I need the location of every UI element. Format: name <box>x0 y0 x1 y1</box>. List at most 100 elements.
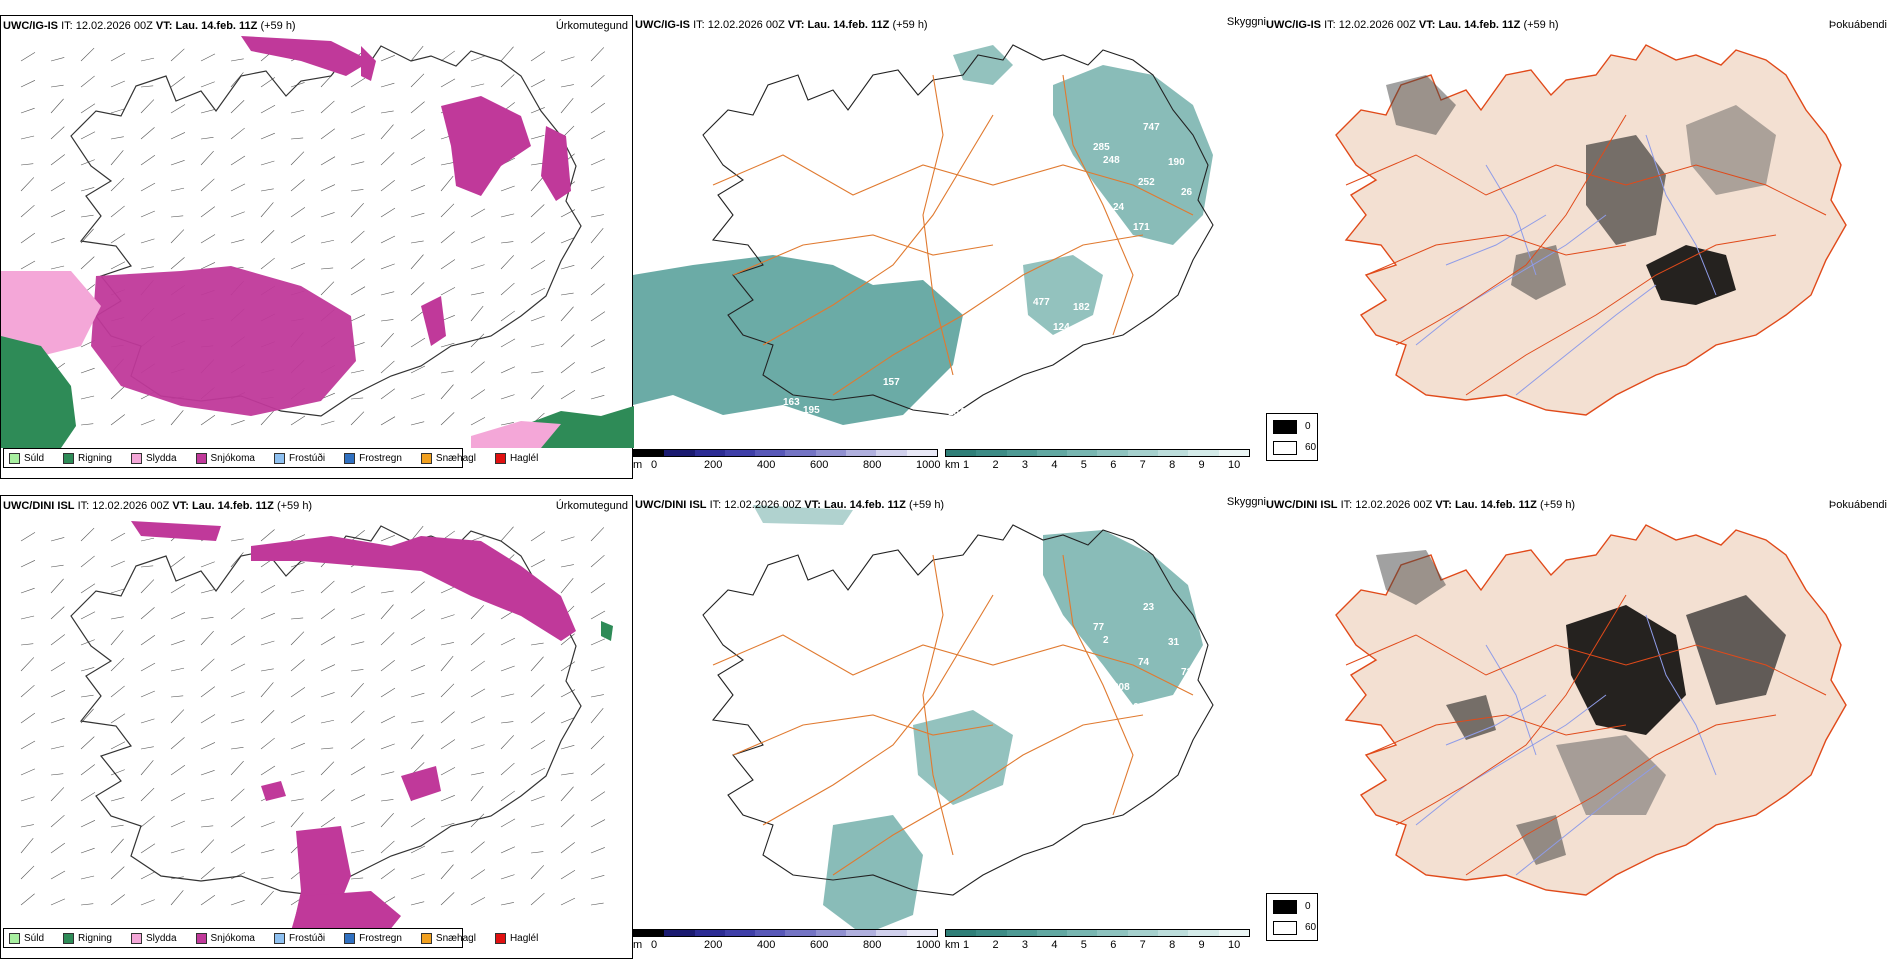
wind-barb <box>80 820 96 828</box>
road-network <box>712 74 1194 396</box>
legend-item: Rigning <box>63 452 112 464</box>
visibility-label: 77 <box>1093 622 1105 633</box>
wind-barb <box>530 162 544 166</box>
wind-barb <box>140 565 154 568</box>
wind-barb <box>410 637 426 646</box>
visibility-label: 252 <box>1138 177 1155 188</box>
wind-barb <box>380 124 394 140</box>
wind-barb <box>140 662 156 672</box>
wind-barb <box>50 745 65 750</box>
road <box>762 114 994 346</box>
wind-barb <box>110 108 125 114</box>
wind-barb <box>20 587 35 594</box>
wind-barb <box>380 799 394 802</box>
colorbar-cell <box>755 450 786 456</box>
wind-barb <box>590 708 604 724</box>
wind-barb <box>260 160 275 166</box>
colorbar-tick: 5 <box>1080 459 1087 471</box>
fog-shade <box>1511 245 1566 300</box>
panel-title: Úrkomutegund <box>555 500 628 512</box>
wind-barb <box>200 178 215 192</box>
wind-barb <box>560 209 576 218</box>
wind-barb <box>230 155 246 166</box>
colorbar-cell <box>1067 930 1098 936</box>
iceland-outline <box>702 44 1214 416</box>
wind-barb <box>200 262 216 270</box>
wind-barb <box>110 52 126 62</box>
wind-barb <box>80 256 95 270</box>
wind-barb <box>350 411 365 426</box>
road <box>1395 114 1627 346</box>
colorbar-tick: 1000 <box>916 939 941 951</box>
wind-barb <box>20 163 34 166</box>
wind-barb <box>590 74 605 88</box>
wind-barb <box>530 851 544 854</box>
river <box>1515 284 1657 396</box>
snow-area <box>401 766 441 801</box>
fog-index-panel-row1: UWC/IG-IS IT: 12.02.2026 00Z VT: Lau. 14… <box>1266 15 1899 479</box>
wind-barb <box>410 609 426 620</box>
wind-barb <box>500 46 514 62</box>
wind-barb <box>320 100 335 114</box>
wind-barb <box>50 814 65 828</box>
wind-barb <box>380 55 395 62</box>
wind-barb <box>410 185 425 192</box>
wind-barb <box>380 263 395 270</box>
wind-barb <box>50 84 64 88</box>
river-network <box>1345 114 1827 396</box>
legend-item: Frostregn <box>344 932 402 944</box>
fog-swatch-0 <box>1273 420 1297 434</box>
wind-barb <box>110 824 124 828</box>
wind-barb <box>530 712 545 724</box>
wind-barb <box>350 77 366 88</box>
visibility-labels: 237 285 747 248 190 252 26 315 24 171 166 477 182124… <box>783 112 1230 418</box>
wind-barb <box>440 175 454 192</box>
wind-barb <box>590 283 605 296</box>
wind-barb <box>470 236 486 244</box>
visibility-label: 74 <box>1138 657 1150 668</box>
legend-swatch <box>344 452 356 464</box>
wind-barb <box>500 902 514 906</box>
wind-barb <box>170 160 185 166</box>
wind-barb <box>470 813 485 828</box>
wind-barb <box>440 162 454 166</box>
wind-barb <box>320 281 335 296</box>
wind-barbs <box>20 525 606 906</box>
wind-barb <box>380 207 396 218</box>
visibility-label: 17 <box>1033 592 1045 603</box>
wind-barb <box>440 78 456 88</box>
snow-area <box>261 781 286 801</box>
wind-barb <box>500 422 514 426</box>
legend-label: Haglél <box>509 932 539 944</box>
wind-barb <box>230 900 245 906</box>
colorbar-tick: 200 <box>704 459 723 471</box>
wind-barb <box>560 745 575 750</box>
wind-barb <box>440 614 455 620</box>
wind-barb <box>80 103 96 114</box>
wind-barb <box>140 607 155 620</box>
wind-barb <box>110 560 125 568</box>
wind-barb <box>140 266 154 270</box>
wind-barb <box>350 585 366 594</box>
wind-barb <box>290 631 305 646</box>
wind-barb <box>260 188 274 192</box>
wind-barb <box>200 234 216 244</box>
wind-barb <box>260 890 274 906</box>
legend-label: Snjókoma <box>210 452 255 464</box>
wind-barb <box>560 689 576 698</box>
wind-barb <box>50 606 65 620</box>
wind-barb <box>560 265 575 270</box>
wind-barb <box>470 605 484 620</box>
legend-label: Slydda <box>145 452 177 464</box>
low-visibility-area <box>1043 530 1203 705</box>
wind-barb <box>20 232 36 244</box>
wind-barb <box>260 737 275 750</box>
wind-barb <box>470 55 485 62</box>
wind-barb <box>320 817 336 828</box>
legend-swatch <box>344 932 356 944</box>
wind-barb <box>380 82 395 88</box>
wind-barb <box>230 211 245 218</box>
wind-barb <box>560 717 575 724</box>
wind-barb <box>140 787 155 802</box>
wind-barb <box>320 184 336 192</box>
